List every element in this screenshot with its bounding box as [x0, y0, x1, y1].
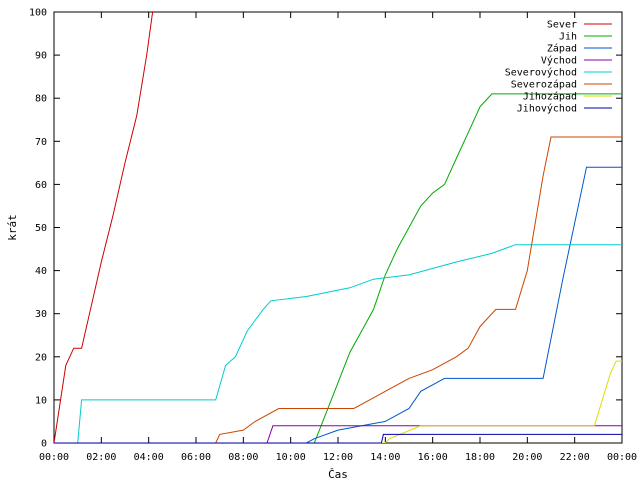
y-tick-label: 90 [35, 51, 47, 62]
x-tick-label: 12:00 [323, 452, 353, 463]
x-tick-label: 20:00 [512, 452, 542, 463]
series-line-2 [54, 166, 622, 443]
y-tick-label: 80 [35, 94, 47, 105]
x-axis-label: Čas [328, 468, 348, 480]
y-tick-label: 40 [35, 266, 47, 277]
x-tick-label: 22:00 [560, 452, 590, 463]
x-tick-label: 18:00 [465, 452, 495, 463]
y-axis-label: krát [6, 214, 19, 241]
y-tick-label: 70 [35, 137, 47, 148]
series-layer [54, 12, 622, 443]
x-tick-label: 14:00 [370, 452, 400, 463]
series-line-4 [54, 244, 622, 443]
x-tick-label: 04:00 [134, 452, 164, 463]
legend-label: Jihovýchod [517, 103, 577, 115]
x-tick-label: 06:00 [181, 452, 211, 463]
series-line-0 [54, 12, 154, 443]
x-tick-label: 02:00 [86, 452, 116, 463]
y-tick-label: 0 [41, 439, 47, 450]
series-line-7 [54, 433, 622, 443]
x-tick-label: 16:00 [418, 452, 448, 463]
x-tick-label: 00:00 [607, 452, 637, 463]
x-tick-label: 08:00 [228, 452, 258, 463]
series-line-6 [54, 360, 622, 443]
series-line-5 [54, 136, 622, 443]
legend-label: Sever [547, 20, 577, 31]
legend-label: Severozápad [511, 79, 577, 91]
y-tick-label: 100 [29, 8, 47, 19]
legend-label: Jih [559, 32, 577, 43]
y-tick-label: 30 [35, 309, 47, 320]
legend-label: Východ [541, 55, 577, 67]
legend-label: Západ [547, 43, 577, 55]
series-line-1 [54, 93, 622, 443]
x-tick-label: 10:00 [276, 452, 306, 463]
legend: SeverJihZápadVýchodSeverovýchodSeverozáp… [505, 20, 612, 115]
y-tick-label: 10 [35, 395, 47, 406]
y-tick-label: 20 [35, 352, 47, 363]
legend-label: Severovýchod [505, 67, 577, 79]
x-tick-label: 00:00 [39, 452, 69, 463]
ticks-layer: 0 10 20 30 40 50 60 70 80 90 100 00:00 02:00 04:00 06:… [29, 8, 637, 464]
y-tick-label: 60 [35, 180, 47, 191]
y-tick-label: 50 [35, 223, 47, 234]
legend-label: Jihozápad [523, 91, 577, 103]
